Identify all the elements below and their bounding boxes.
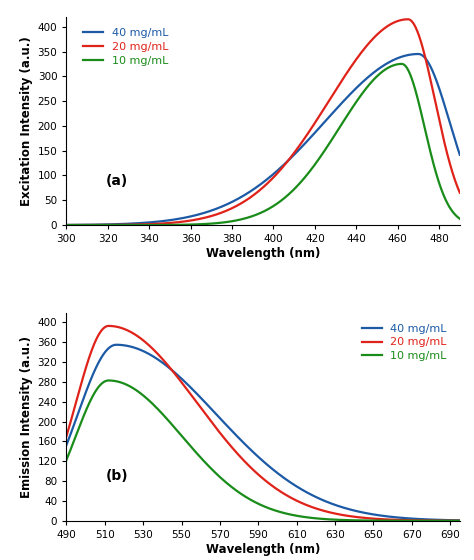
40 mg/mL — [64, 222, 69, 228]
10 mg/mL — [132, 222, 137, 228]
20 mg/mL — [214, 211, 220, 217]
20 mg/mL — [132, 221, 137, 228]
10 mg/mL — [214, 220, 220, 226]
40 mg/mL — [113, 342, 119, 348]
10 mg/mL — [109, 222, 114, 228]
40 mg/mL — [457, 517, 463, 524]
Line: 10 mg/mL: 10 mg/mL — [66, 380, 460, 521]
40 mg/mL — [109, 343, 114, 349]
20 mg/mL — [64, 222, 69, 228]
Text: (a): (a) — [106, 174, 128, 188]
10 mg/mL — [64, 222, 69, 228]
10 mg/mL — [457, 517, 463, 524]
40 mg/mL — [416, 50, 421, 57]
10 mg/mL — [132, 386, 137, 393]
Line: 20 mg/mL: 20 mg/mL — [66, 19, 460, 225]
20 mg/mL — [457, 517, 463, 524]
10 mg/mL — [215, 472, 220, 478]
Text: (b): (b) — [106, 469, 128, 483]
Legend: 40 mg/mL, 20 mg/mL, 10 mg/mL: 40 mg/mL, 20 mg/mL, 10 mg/mL — [80, 25, 172, 69]
20 mg/mL — [109, 323, 114, 329]
10 mg/mL — [449, 517, 455, 524]
20 mg/mL — [407, 16, 413, 23]
10 mg/mL — [449, 208, 455, 214]
20 mg/mL — [109, 222, 114, 228]
40 mg/mL — [449, 517, 455, 524]
Line: 40 mg/mL: 40 mg/mL — [66, 345, 460, 520]
20 mg/mL — [232, 447, 237, 454]
Line: 20 mg/mL: 20 mg/mL — [66, 326, 460, 521]
10 mg/mL — [399, 60, 405, 67]
40 mg/mL — [231, 198, 237, 204]
20 mg/mL — [449, 168, 455, 175]
20 mg/mL — [64, 433, 69, 440]
Line: 10 mg/mL: 10 mg/mL — [66, 64, 460, 225]
20 mg/mL — [215, 426, 220, 433]
Y-axis label: Excitation Intensity (a.u.): Excitation Intensity (a.u.) — [20, 36, 33, 206]
20 mg/mL — [405, 16, 411, 22]
10 mg/mL — [231, 217, 237, 224]
20 mg/mL — [449, 517, 455, 524]
X-axis label: Wavelength (nm): Wavelength (nm) — [206, 247, 320, 260]
20 mg/mL — [132, 331, 137, 338]
10 mg/mL — [407, 517, 413, 524]
Legend: 40 mg/mL, 20 mg/mL, 10 mg/mL: 40 mg/mL, 20 mg/mL, 10 mg/mL — [358, 320, 450, 365]
40 mg/mL — [215, 412, 220, 419]
20 mg/mL — [231, 204, 237, 211]
20 mg/mL — [407, 517, 413, 524]
40 mg/mL — [407, 515, 413, 522]
40 mg/mL — [457, 151, 463, 158]
10 mg/mL — [232, 486, 237, 492]
40 mg/mL — [64, 442, 69, 449]
40 mg/mL — [132, 344, 137, 351]
10 mg/mL — [457, 216, 463, 222]
10 mg/mL — [407, 70, 413, 77]
20 mg/mL — [106, 323, 111, 329]
Line: 40 mg/mL: 40 mg/mL — [66, 54, 460, 225]
40 mg/mL — [449, 127, 455, 134]
20 mg/mL — [457, 189, 463, 196]
40 mg/mL — [109, 221, 114, 228]
40 mg/mL — [232, 430, 237, 437]
X-axis label: Wavelength (nm): Wavelength (nm) — [206, 543, 320, 556]
10 mg/mL — [109, 377, 114, 384]
40 mg/mL — [132, 220, 137, 227]
10 mg/mL — [64, 457, 69, 464]
40 mg/mL — [214, 205, 220, 212]
10 mg/mL — [106, 377, 111, 384]
40 mg/mL — [407, 52, 412, 58]
Y-axis label: Emission Intensity (a.u.): Emission Intensity (a.u.) — [20, 335, 33, 498]
